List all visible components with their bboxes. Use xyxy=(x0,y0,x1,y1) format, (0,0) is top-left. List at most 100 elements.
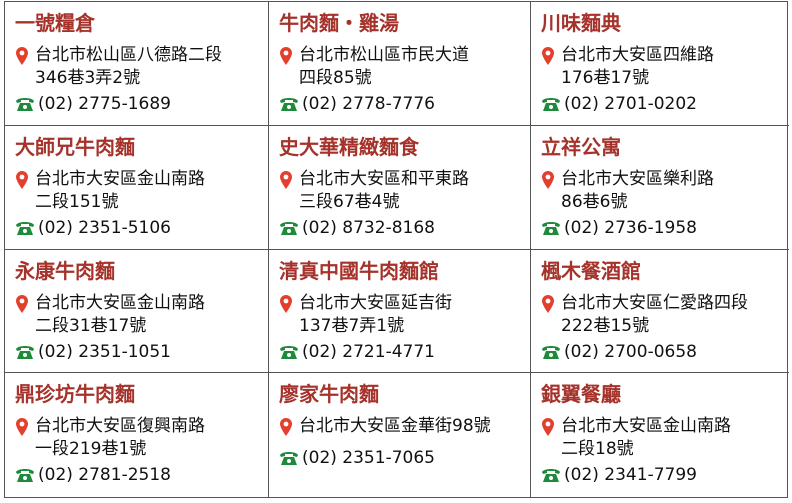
address: 台北市大安區仁愛路四段 222巷15號 xyxy=(541,292,781,338)
restaurant-name: 史大華精緻麵食 xyxy=(279,134,419,159)
phone: (02) 8732-8168 xyxy=(279,218,522,238)
address-lines: 台北市松山區市民大道 四段85號 xyxy=(299,44,469,90)
restaurant-name: 大師兄牛肉麵 xyxy=(15,134,135,159)
restaurant-name: 銀翼餐廳 xyxy=(541,382,621,407)
restaurant-cell: 立祥公寓台北市大安區樂利路 86巷6號 (02) 2736-1958 xyxy=(531,126,789,250)
restaurant-name: 廖家牛肉麵 xyxy=(279,382,379,407)
phone-icon xyxy=(280,345,298,359)
address: 台北市大安區和平東路 三段67巷4號 xyxy=(279,168,522,214)
phone: (02) 2721-4771 xyxy=(279,342,522,362)
phone: (02) 2341-7799 xyxy=(541,465,781,485)
restaurant-cell: 銀翼餐廳台北市大安區金山南路 二段18號 (02) 2341-7799 xyxy=(531,373,789,497)
pin-icon xyxy=(16,170,28,189)
pin-icon xyxy=(542,170,554,189)
address-line: 台北市大安區金華街98號 xyxy=(299,416,491,437)
phone-number: (02) 2781-2518 xyxy=(38,465,171,486)
phone: (02) 2351-1051 xyxy=(15,342,260,362)
phone-icon xyxy=(16,98,34,111)
address-line: 台北市大安區樂利路 xyxy=(561,168,714,189)
phone-icon xyxy=(16,345,34,359)
address-line: 二段18號 xyxy=(561,439,634,460)
pin-icon xyxy=(280,294,292,313)
phone: (02) 2778-7776 xyxy=(279,94,522,114)
address-line: 台北市松山區八德路二段 xyxy=(35,45,222,65)
address: 台北市大安區四維路 176巷17號 xyxy=(541,44,781,90)
address-line: 176巷17號 xyxy=(561,68,650,88)
pin-icon xyxy=(542,294,554,313)
restaurant-cell: 牛肉麵・雞湯台北市松山區市民大道 四段85號 (02) 2778-7776 xyxy=(269,2,531,126)
pin-icon xyxy=(16,418,28,437)
address-lines: 台北市大安區樂利路 86巷6號 xyxy=(561,168,714,214)
pin-icon xyxy=(280,170,292,189)
address-line: 台北市大安區金山南路 xyxy=(561,416,731,437)
phone: (02) 2351-5106 xyxy=(15,218,260,238)
address: 台北市大安區金山南路 二段31巷17號 xyxy=(15,292,260,338)
address-lines: 台北市大安區金山南路 二段31巷17號 xyxy=(35,292,205,338)
phone-icon xyxy=(542,345,560,359)
phone: (02) 2775-1689 xyxy=(15,94,260,114)
phone-icon xyxy=(280,452,298,466)
address-line: 台北市大安區金山南路 xyxy=(35,168,205,189)
address-lines: 台北市大安區和平東路 三段67巷4號 xyxy=(299,168,469,214)
address-line: 台北市大安區金山南路 xyxy=(35,292,205,313)
address-line: 三段67巷4號 xyxy=(299,191,400,212)
phone-number: (02) 2736-1958 xyxy=(564,217,697,238)
phone-number: (02) 2778-7776 xyxy=(302,94,435,114)
address-line: 二段31巷17號 xyxy=(35,315,147,336)
pin-icon xyxy=(542,418,554,437)
phone-icon xyxy=(280,221,298,235)
phone-number: (02) 2721-4771 xyxy=(302,341,435,362)
pin-icon xyxy=(280,418,292,437)
phone: (02) 2736-1958 xyxy=(541,218,781,238)
phone-icon xyxy=(542,469,560,483)
restaurant-name: 鼎珍坊牛肉麵 xyxy=(15,382,135,407)
phone-number: (02) 2351-1051 xyxy=(38,341,171,362)
phone-number: (02) 8732-8168 xyxy=(302,217,435,238)
address-line: 346巷3弄2號 xyxy=(35,68,141,88)
address-line: 一段219巷1號 xyxy=(35,439,147,460)
phone-number: (02) 2701-0202 xyxy=(564,94,697,114)
address-lines: 台北市大安區金山南路 二段151號 xyxy=(35,168,205,214)
pin-icon xyxy=(280,47,292,65)
restaurant-cell: 川味麵典台北市大安區四維路 176巷17號 (02) 2701-0202 xyxy=(531,2,789,126)
restaurant-name: 牛肉麵・雞湯 xyxy=(279,11,399,35)
restaurant-cell: 史大華精緻麵食台北市大安區和平東路 三段67巷4號 (02) 8732-8168 xyxy=(269,125,531,250)
address-lines: 台北市大安區金華街98號 xyxy=(299,415,491,444)
address: 台北市大安區復興南路 一段219巷1號 xyxy=(15,415,260,461)
restaurant-grid: 一號糧倉台北市松山區八德路二段 346巷3弄2號 (02) 2775-1689 牛肉麵… xyxy=(4,1,789,498)
address-lines: 台北市大安區金山南路 二段18號 xyxy=(561,415,731,461)
restaurant-name: 清真中國牛肉麵館 xyxy=(279,258,439,283)
address-lines: 台北市大安區仁愛路四段 222巷15號 xyxy=(561,292,748,338)
address-line: 台北市大安區四維路 xyxy=(561,45,714,65)
phone-number: (02) 2351-7065 xyxy=(302,448,435,469)
address-line: 137巷7弄1號 xyxy=(299,315,405,336)
address-line: 台北市松山區市民大道 xyxy=(299,45,469,65)
address-lines: 台北市大安區四維路 176巷17號 xyxy=(561,44,714,90)
phone: (02) 2701-0202 xyxy=(541,94,781,114)
phone-number: (02) 2351-5106 xyxy=(38,217,171,238)
restaurant-name: 川味麵典 xyxy=(541,11,621,35)
restaurant-cell: 清真中國牛肉麵館台北市大安區延吉街 137巷7弄1號 (02) 2721-4771 xyxy=(269,249,531,374)
address-line: 二段151號 xyxy=(35,191,119,212)
pin-icon xyxy=(542,47,554,65)
phone: (02) 2781-2518 xyxy=(15,465,260,485)
address-line: 222巷15號 xyxy=(561,315,650,336)
address-lines: 台北市松山區八德路二段 346巷3弄2號 xyxy=(35,44,222,90)
address: 台北市松山區八德路二段 346巷3弄2號 xyxy=(15,44,260,90)
restaurant-cell: 楓木餐酒館 台北市大安區仁愛路四段 222巷15號 (02) 2700-0658 xyxy=(531,250,789,374)
restaurant-cell: 永康牛肉麵台北市大安區金山南路 二段31巷17號 (02) 2351-1051 xyxy=(5,249,269,374)
pin-icon xyxy=(16,47,28,65)
restaurant-name: 楓木餐酒館 xyxy=(541,258,641,283)
address-line: 台北市大安區和平東路 xyxy=(299,168,469,189)
address: 台北市松山區市民大道 四段85號 xyxy=(279,44,522,90)
restaurant-cell: 鼎珍坊牛肉麵台北市大安區復興南路 一段219巷1號 (02) 2781-2518 xyxy=(5,373,269,497)
address-line: 台北市大安區延吉街 xyxy=(299,292,452,313)
address-line: 台北市大安區仁愛路四段 xyxy=(561,292,748,313)
restaurant-name: 立祥公寓 xyxy=(541,134,621,159)
address: 台北市大安區延吉街 137巷7弄1號 xyxy=(279,292,522,338)
address-line: 四段85號 xyxy=(299,68,372,88)
restaurant-name: 永康牛肉麵 xyxy=(15,258,115,283)
address-lines: 台北市大安區延吉街 137巷7弄1號 xyxy=(299,292,452,338)
restaurant-name: 一號糧倉 xyxy=(15,11,95,35)
phone-number: (02) 2775-1689 xyxy=(38,94,171,114)
